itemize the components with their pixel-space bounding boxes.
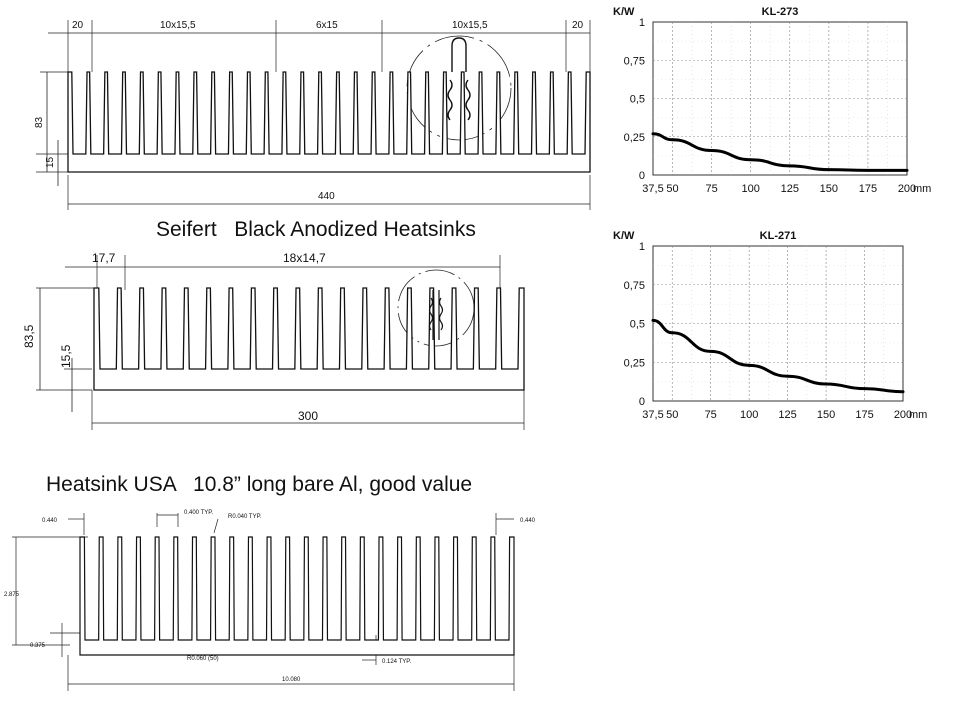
x-tick-label: 75 bbox=[705, 409, 717, 421]
usa-left-edge: 0.440 bbox=[42, 518, 58, 524]
x-tick-label: 50 bbox=[666, 409, 678, 421]
x-tick-label: 37,5 bbox=[642, 183, 663, 195]
usa-base: 0.375 bbox=[30, 643, 46, 649]
kl271-height: 83,5 bbox=[22, 324, 36, 348]
usa-height: 2.875 bbox=[4, 592, 20, 598]
plot-frame bbox=[652, 21, 908, 176]
x-tick-label: 100 bbox=[740, 409, 758, 421]
kl273-height: 83 bbox=[34, 116, 45, 128]
kl271-dim-left: 17,7 bbox=[92, 251, 116, 265]
x-axis-unit: mm bbox=[909, 409, 927, 421]
kl273-profile-drawing: 20 10x15,5 6x15 10x15,5 20 440 83 15 bbox=[34, 20, 591, 210]
chart-title: KL-273 bbox=[762, 6, 799, 18]
x-tick-label: 100 bbox=[742, 183, 760, 195]
kl273-dim-span3: 10x15,5 bbox=[452, 20, 488, 31]
x-tick-label: 37,5 bbox=[642, 409, 663, 421]
kl273-dim-span2: 6x15 bbox=[316, 20, 338, 31]
kl273-width: 440 bbox=[318, 191, 335, 202]
x-tick-label: 150 bbox=[820, 183, 838, 195]
y-tick-label: 1 bbox=[639, 17, 645, 29]
usa-fin-radius: R0.040 TYP. bbox=[228, 514, 262, 520]
usa-width: 10.080 bbox=[282, 677, 301, 683]
kl273-base: 15 bbox=[45, 156, 56, 168]
series-line bbox=[651, 318, 905, 394]
usa-root-radius: R0.060 (50) bbox=[187, 656, 219, 662]
x-tick-label: 150 bbox=[817, 409, 835, 421]
y-axis-label: K/W bbox=[613, 230, 635, 242]
kl271-base: 15,5 bbox=[59, 344, 73, 368]
x-tick-label: 125 bbox=[778, 409, 796, 421]
y-tick-label: 0,75 bbox=[624, 55, 645, 67]
y-tick-label: 0,25 bbox=[624, 357, 645, 369]
chart-title: KL-271 bbox=[760, 230, 797, 242]
x-tick-label: 200 bbox=[894, 409, 912, 421]
kl271-profile-drawing: 17,7 18x14,7 300 83,5 15,5 bbox=[22, 251, 525, 430]
x-tick-label: 50 bbox=[666, 183, 678, 195]
usa-gap: 0.124 TYP. bbox=[382, 659, 411, 665]
y-tick-label: 0,25 bbox=[624, 132, 645, 144]
y-tick-label: 0 bbox=[639, 396, 645, 408]
x-tick-label: 200 bbox=[898, 183, 916, 195]
y-tick-label: 1 bbox=[639, 241, 645, 253]
kl271-width: 300 bbox=[298, 409, 318, 423]
x-tick-label: 75 bbox=[705, 183, 717, 195]
x-tick-label: 175 bbox=[859, 183, 877, 195]
heatsink-usa-profile-drawing: 0.440 0.400 TYP. R0.040 TYP. 0.440 2.875… bbox=[4, 510, 536, 691]
series-line bbox=[651, 132, 909, 172]
heatsink-usa-title: Heatsink USA 10.8” long bare Al, good va… bbox=[46, 473, 473, 496]
y-tick-label: 0 bbox=[639, 170, 645, 182]
y-tick-label: 0,5 bbox=[630, 94, 645, 106]
y-tick-label: 0,75 bbox=[624, 280, 645, 292]
x-axis-unit: mm bbox=[913, 183, 931, 195]
usa-right-edge: 0.440 bbox=[520, 518, 536, 524]
kl273-dim-right: 20 bbox=[572, 20, 584, 31]
kl273-dim-span1: 10x15,5 bbox=[160, 20, 196, 31]
kl273-dim-left: 20 bbox=[72, 20, 84, 31]
x-tick-label: 125 bbox=[781, 183, 799, 195]
x-tick-label: 175 bbox=[855, 409, 873, 421]
seifert-title: Seifert Black Anodized Heatsinks bbox=[156, 218, 476, 241]
kl271-dim-span: 18x14,7 bbox=[283, 251, 326, 265]
usa-fin-thickness: 0.400 TYP. bbox=[184, 510, 213, 516]
y-tick-label: 0,5 bbox=[630, 319, 645, 331]
y-axis-label: K/W bbox=[613, 6, 635, 18]
